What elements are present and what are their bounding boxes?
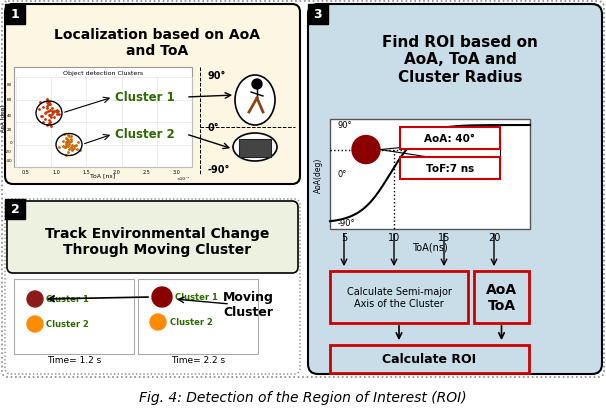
Bar [330, 271, 468, 323]
Text: Cluster 1: Cluster 1 [175, 293, 218, 302]
Text: 15: 15 [438, 233, 450, 242]
Text: Fig. 4: Detection of the Region of Interest (ROI): Fig. 4: Detection of the Region of Inter… [139, 390, 467, 404]
Bar [330, 120, 530, 230]
Text: Time= 2.2 s: Time= 2.2 s [171, 356, 225, 365]
Text: 5: 5 [341, 233, 347, 242]
Text: 1: 1 [11, 9, 19, 21]
Text: Calculate Semi-major
Axis of the Cluster: Calculate Semi-major Axis of the Cluster [347, 287, 451, 308]
Text: 2.0: 2.0 [112, 170, 120, 175]
Text: -20: -20 [5, 150, 12, 153]
FancyBboxPatch shape [7, 202, 298, 273]
Circle shape [27, 291, 43, 307]
Bar [14, 279, 134, 354]
Text: Time= 1.2 s: Time= 1.2 s [47, 356, 101, 365]
Text: 0.5: 0.5 [22, 170, 30, 175]
Circle shape [252, 80, 262, 90]
Text: -40: -40 [5, 159, 12, 162]
Text: ToA [ns]: ToA [ns] [90, 173, 116, 178]
Bar [239, 140, 271, 158]
Text: 20: 20 [488, 233, 500, 242]
Bar [5, 5, 25, 25]
Text: 1.0: 1.0 [52, 170, 60, 175]
Text: AoA: 40°: AoA: 40° [424, 134, 476, 144]
FancyBboxPatch shape [5, 5, 300, 185]
Bar [138, 279, 258, 354]
FancyBboxPatch shape [308, 5, 602, 374]
Bar [14, 68, 192, 168]
Text: Cluster 2: Cluster 2 [115, 128, 175, 141]
Text: 3.0: 3.0 [172, 170, 180, 175]
Bar [5, 199, 25, 219]
Bar [474, 271, 529, 323]
Text: Cluster 2: Cluster 2 [170, 318, 213, 327]
Circle shape [150, 314, 166, 330]
Text: Cluster 2: Cluster 2 [46, 320, 89, 329]
Text: 2: 2 [11, 203, 19, 216]
Circle shape [27, 316, 43, 332]
Text: Cluster 1: Cluster 1 [115, 91, 175, 104]
Text: 1.5: 1.5 [82, 170, 90, 175]
Text: 40: 40 [7, 114, 12, 118]
Circle shape [352, 136, 380, 164]
Text: Object detection Clusters: Object detection Clusters [63, 71, 143, 76]
Text: Cluster 1: Cluster 1 [46, 295, 89, 304]
Text: ToA(ns): ToA(ns) [412, 242, 448, 252]
Bar [330, 345, 529, 373]
Text: 0°: 0° [207, 123, 219, 133]
Text: 3: 3 [314, 9, 322, 21]
Text: 2.5: 2.5 [142, 170, 150, 175]
Text: 90°: 90° [207, 71, 225, 81]
Bar [400, 128, 500, 150]
Bar [400, 158, 500, 180]
Bar [308, 5, 328, 25]
Text: AoA [deg]: AoA [deg] [1, 104, 7, 131]
Text: Moving
Cluster: Moving Cluster [222, 290, 273, 318]
Text: 0: 0 [9, 140, 12, 145]
Text: 20: 20 [7, 128, 12, 132]
Text: ×10⁻⁴: ×10⁻⁴ [177, 177, 190, 180]
Text: 60: 60 [7, 98, 12, 102]
Text: Calculate ROI: Calculate ROI [382, 353, 476, 366]
Text: Find ROI based on
AoA, ToA and
Cluster Radius: Find ROI based on AoA, ToA and Cluster R… [382, 35, 538, 85]
Text: 90°: 90° [338, 121, 353, 130]
Ellipse shape [233, 134, 277, 161]
Text: Track Environmental Change
Through Moving Cluster: Track Environmental Change Through Movin… [45, 226, 270, 256]
Text: 80: 80 [7, 83, 12, 87]
Text: -90°: -90° [338, 219, 356, 228]
Text: Localization based on AoA
and ToA: Localization based on AoA and ToA [55, 28, 261, 58]
Text: -90°: -90° [207, 165, 230, 175]
Text: 0°: 0° [338, 170, 347, 179]
FancyBboxPatch shape [2, 2, 604, 377]
Ellipse shape [235, 76, 275, 126]
Text: AoA(deg): AoA(deg) [313, 157, 322, 192]
Text: AoA
ToA: AoA ToA [486, 282, 517, 312]
FancyBboxPatch shape [5, 199, 300, 374]
Text: 10: 10 [388, 233, 400, 242]
Text: ToF:7 ns: ToF:7 ns [426, 164, 474, 173]
Circle shape [152, 287, 172, 307]
